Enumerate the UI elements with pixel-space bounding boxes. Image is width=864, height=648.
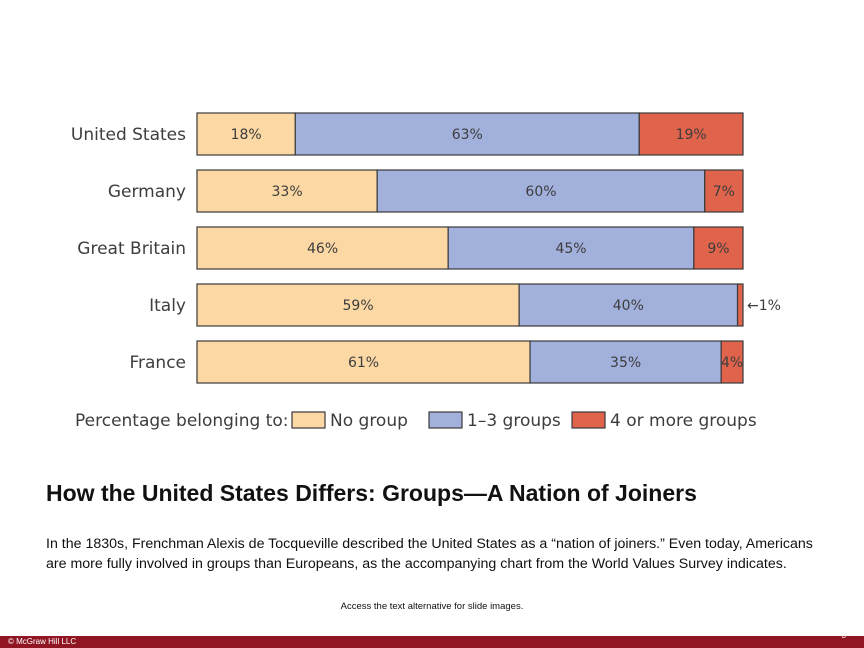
value-label-united-states-no-group: 18%	[231, 127, 262, 143]
bar-france-1-3-groups	[529, 340, 722, 384]
bar-united-states-no-group	[196, 112, 296, 156]
value-label-france-4-or-more-groups: 4%	[721, 355, 743, 371]
slide-body-text: In the 1830s, Frenchman Alexis de Tocque…	[46, 536, 813, 572]
stacked-bar-chart: United States 18% 63% 19% Germany 33% 60% 7% Gre…	[71, 112, 781, 431]
page-number: 3	[841, 631, 846, 640]
value-label-germany-1-3-groups: 60%	[525, 184, 556, 200]
copyright-text: © McGraw Hill LLC	[8, 637, 77, 646]
bar-united-states-1-3-groups	[294, 112, 640, 156]
legend-label-4-or-more-groups: 4 or more groups	[610, 411, 757, 431]
bar-united-states-4-or-more-groups	[638, 112, 744, 156]
bar-italy-4-or-more-groups	[736, 283, 744, 327]
category-label-germany: Germany	[108, 182, 186, 202]
legend-title: Percentage belonging to:	[75, 411, 288, 431]
footer-bar: © McGraw Hill LLC 3	[0, 631, 864, 648]
bar-italy-no-group	[196, 283, 520, 327]
bar-france-no-group	[196, 340, 531, 384]
legend-swatch-1-3-groups	[428, 411, 463, 429]
value-label-germany-4-or-more-groups: 7%	[713, 184, 735, 200]
text-alternative-link[interactable]: Access the text alternative for slide im…	[340, 601, 524, 612]
value-label-great-britain-4-or-more-groups: 9%	[707, 241, 729, 257]
bar-france-4-or-more-groups	[720, 340, 744, 384]
value-label-great-britain-no-group: 46%	[307, 241, 338, 257]
value-label-france-no-group: 61%	[348, 355, 379, 371]
category-label-great-britain: Great Britain	[77, 239, 186, 259]
value-label-united-states-4-or-more-groups: 19%	[676, 127, 707, 143]
category-label-france: France	[129, 353, 186, 373]
value-label-germany-no-group: 33%	[272, 184, 303, 200]
value-label-italy-4-or-more-groups: ←1%	[747, 298, 781, 314]
bar-great-britain-1-3-groups	[447, 226, 695, 270]
slide-title: How the United States Differs: Groups—A …	[46, 480, 697, 506]
legend-label-no-group: No group	[330, 411, 408, 431]
category-label-italy: Italy	[149, 296, 186, 316]
bar-germany-4-or-more-groups	[704, 169, 744, 213]
value-label-france-1-3-groups: 35%	[610, 355, 641, 371]
bar-germany-1-3-groups	[376, 169, 706, 213]
legend-label-1-3-groups: 1–3 groups	[467, 411, 561, 431]
category-label-united-states: United States	[71, 125, 186, 145]
value-label-great-britain-1-3-groups: 45%	[555, 241, 586, 257]
bar-great-britain-4-or-more-groups	[693, 226, 744, 270]
legend-swatch-4-or-more-groups	[571, 411, 606, 429]
value-label-italy-no-group: 59%	[343, 298, 374, 314]
bar-great-britain-no-group	[196, 226, 449, 270]
value-label-united-states-1-3-groups: 63%	[452, 127, 483, 143]
legend-swatch-no-group	[291, 411, 326, 429]
value-label-italy-1-3-groups: 40%	[613, 298, 644, 314]
